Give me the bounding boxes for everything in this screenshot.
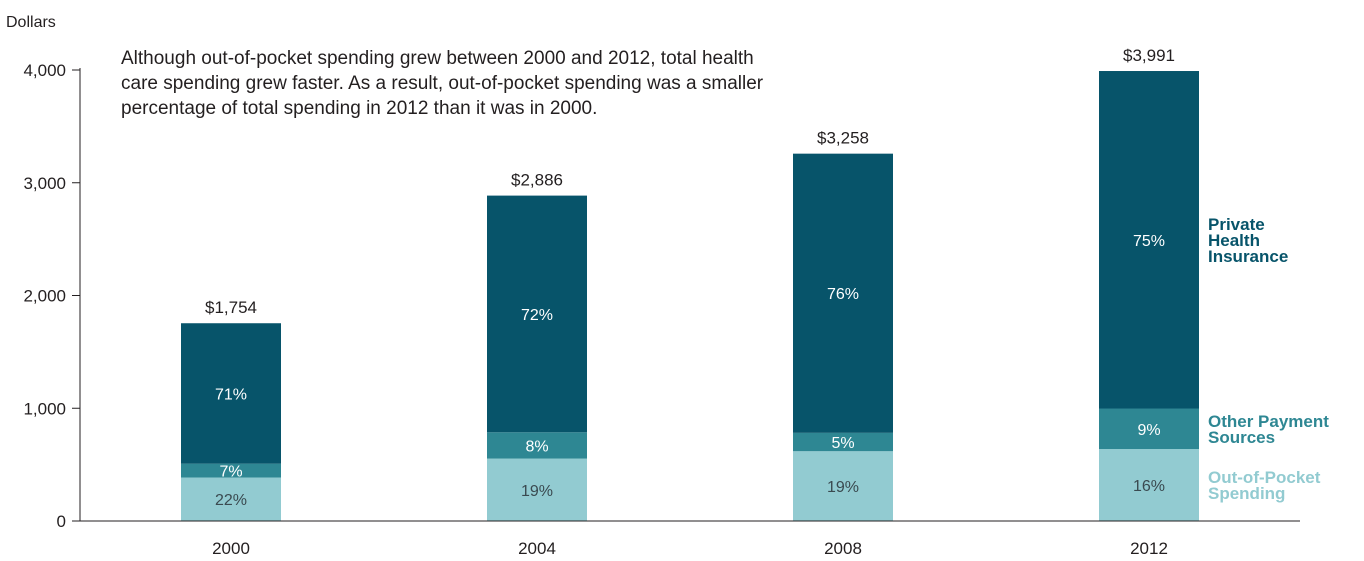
- bar-segment-label: 19%: [521, 483, 553, 500]
- legend-entry: Other Payment Sources: [1208, 412, 1329, 447]
- legend-entry: Private Health Insurance: [1208, 215, 1288, 266]
- annotation-line: Although out-of-pocket spending grew bet…: [121, 48, 754, 69]
- bar-segment-label: 75%: [1133, 233, 1165, 250]
- bar-segment-label: 72%: [521, 307, 553, 324]
- bar-group-2008: 19% 5% 76% $3,258: [793, 129, 893, 521]
- y-tick-label: 3,000: [23, 174, 66, 193]
- x-tick-label: 2004: [518, 539, 556, 558]
- legend-line: Sources: [1208, 428, 1275, 447]
- y-tick-label: 0: [57, 512, 66, 531]
- bar-total-label: $2,886: [511, 171, 563, 190]
- y-axis-title: Dollars: [6, 14, 56, 31]
- bar-group-2012: 16% 9% 75% $3,991: [1099, 46, 1199, 521]
- y-tick-label: 1,000: [23, 399, 66, 418]
- x-axis: 2000 2004 2008 2012: [80, 521, 1300, 558]
- bar-segment-label: 71%: [215, 386, 247, 403]
- x-tick-label: 2008: [824, 539, 862, 558]
- bar-total-label: $1,754: [205, 298, 257, 317]
- x-tick-label: 2012: [1130, 539, 1168, 558]
- annotation-line: care spending grew faster. As a result, …: [121, 73, 764, 94]
- bar-group-2000: 22% 7% 71% $1,754: [181, 298, 281, 521]
- bar-group-2004: 19% 8% 72% $2,886: [487, 171, 587, 521]
- bar-segment-label: 16%: [1133, 478, 1165, 495]
- legend-entry: Out-of-Pocket Spending: [1208, 468, 1321, 503]
- legend-line: Spending: [1208, 484, 1285, 503]
- y-axis: 0 1,000 2,000 3,000 4,000: [23, 61, 80, 531]
- bar-total-label: $3,991: [1123, 46, 1175, 65]
- chart-annotation: Although out-of-pocket spending grew bet…: [121, 48, 764, 119]
- bar-segment-label: 7%: [219, 464, 242, 481]
- annotation-line: percentage of total spending in 2012 tha…: [121, 98, 597, 119]
- bar-segment-label: 5%: [831, 435, 854, 452]
- y-tick-label: 4,000: [23, 61, 66, 80]
- bar-segment-label: 76%: [827, 286, 859, 303]
- bar-total-label: $3,258: [817, 129, 869, 148]
- bar-segment-label: 22%: [215, 492, 247, 509]
- legend-line: Insurance: [1208, 247, 1288, 266]
- bar-segment-label: 19%: [827, 479, 859, 496]
- legend: Out-of-Pocket Spending Other Payment Source…: [1208, 215, 1329, 503]
- y-tick-label: 2,000: [23, 287, 66, 306]
- bar-segment-label: 8%: [525, 438, 548, 455]
- bar-segment-label: 9%: [1137, 422, 1160, 439]
- x-tick-label: 2000: [212, 539, 250, 558]
